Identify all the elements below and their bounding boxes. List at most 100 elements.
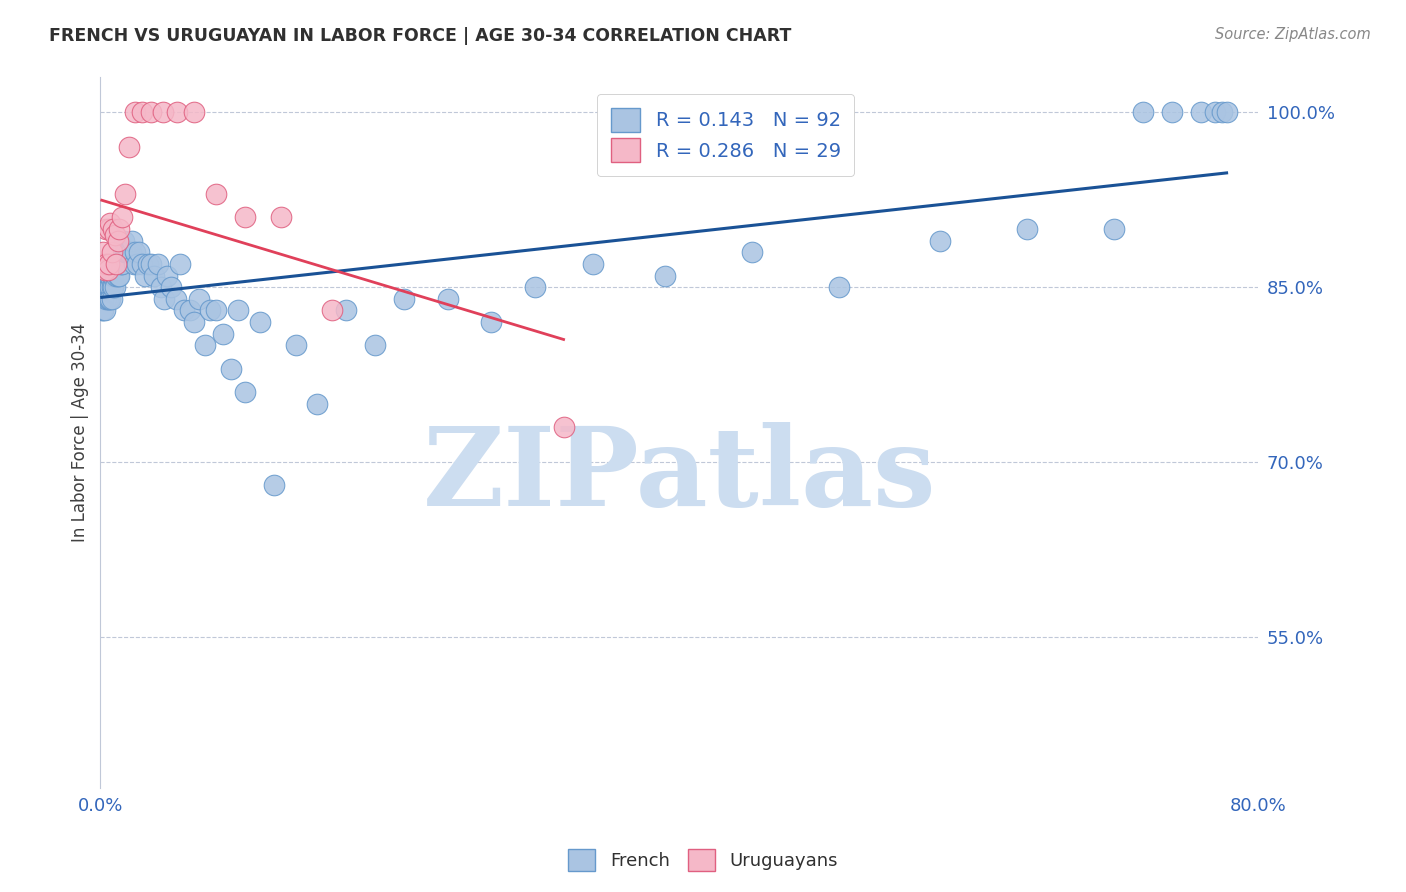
Point bbox=[121, 234, 143, 248]
Point bbox=[139, 105, 162, 120]
Point bbox=[183, 315, 205, 329]
Point bbox=[1132, 105, 1154, 120]
Point bbox=[93, 268, 115, 283]
Point bbox=[1015, 222, 1038, 236]
Point bbox=[101, 280, 124, 294]
Point bbox=[166, 105, 188, 120]
Point bbox=[827, 280, 849, 294]
Point bbox=[94, 222, 117, 236]
Point bbox=[200, 303, 222, 318]
Point bbox=[104, 257, 127, 271]
Point bbox=[111, 211, 134, 225]
Point bbox=[111, 245, 134, 260]
Point bbox=[98, 257, 121, 271]
Point bbox=[173, 303, 195, 318]
Point bbox=[101, 292, 124, 306]
Point bbox=[108, 268, 131, 283]
Text: Source: ZipAtlas.com: Source: ZipAtlas.com bbox=[1215, 27, 1371, 42]
Point bbox=[553, 420, 575, 434]
Point bbox=[233, 385, 256, 400]
Point bbox=[307, 397, 329, 411]
Legend: R = 0.143   N = 92, R = 0.286   N = 29: R = 0.143 N = 92, R = 0.286 N = 29 bbox=[598, 95, 855, 176]
Point bbox=[114, 245, 136, 260]
Point bbox=[104, 280, 127, 294]
Point bbox=[219, 361, 242, 376]
Point bbox=[169, 257, 191, 271]
Point bbox=[152, 105, 174, 120]
Point bbox=[97, 268, 120, 283]
Point bbox=[226, 303, 249, 318]
Point bbox=[160, 280, 183, 294]
Point bbox=[1102, 222, 1125, 236]
Point bbox=[98, 268, 121, 283]
Point bbox=[103, 222, 125, 236]
Text: FRENCH VS URUGUAYAN IN LABOR FORCE | AGE 30-34 CORRELATION CHART: FRENCH VS URUGUAYAN IN LABOR FORCE | AGE… bbox=[49, 27, 792, 45]
Point bbox=[270, 211, 292, 225]
Point bbox=[364, 338, 387, 352]
Point bbox=[436, 292, 458, 306]
Point bbox=[142, 268, 165, 283]
Point bbox=[94, 268, 117, 283]
Point bbox=[212, 326, 235, 341]
Point bbox=[97, 280, 120, 294]
Point bbox=[205, 303, 228, 318]
Point bbox=[97, 292, 120, 306]
Point bbox=[122, 257, 145, 271]
Point bbox=[91, 245, 114, 260]
Point bbox=[136, 257, 159, 271]
Point bbox=[93, 303, 115, 318]
Point bbox=[118, 245, 141, 260]
Point bbox=[479, 315, 502, 329]
Point bbox=[103, 280, 125, 294]
Point bbox=[131, 257, 153, 271]
Point bbox=[321, 303, 343, 318]
Point bbox=[105, 257, 128, 271]
Point bbox=[100, 292, 122, 306]
Point bbox=[90, 257, 112, 271]
Point bbox=[187, 292, 209, 306]
Point bbox=[394, 292, 416, 306]
Point bbox=[205, 186, 228, 201]
Legend: French, Uruguayans: French, Uruguayans bbox=[561, 842, 845, 879]
Point bbox=[125, 257, 148, 271]
Point bbox=[1204, 105, 1226, 120]
Point bbox=[91, 292, 114, 306]
Point bbox=[97, 262, 120, 277]
Point bbox=[148, 257, 170, 271]
Point bbox=[98, 292, 121, 306]
Point bbox=[249, 315, 271, 329]
Point bbox=[104, 227, 127, 242]
Point bbox=[105, 257, 128, 271]
Point bbox=[263, 478, 285, 492]
Point bbox=[165, 292, 187, 306]
Point bbox=[128, 245, 150, 260]
Text: ZIPatlas: ZIPatlas bbox=[423, 422, 936, 529]
Point bbox=[1215, 105, 1237, 120]
Point bbox=[124, 105, 146, 120]
Point bbox=[233, 211, 256, 225]
Point bbox=[104, 268, 127, 283]
Point bbox=[654, 268, 676, 283]
Point bbox=[156, 268, 179, 283]
Point bbox=[114, 186, 136, 201]
Point bbox=[284, 338, 307, 352]
Point bbox=[120, 245, 142, 260]
Point bbox=[117, 245, 139, 260]
Point bbox=[581, 257, 603, 271]
Point bbox=[100, 268, 122, 283]
Point bbox=[183, 105, 205, 120]
Point bbox=[101, 268, 124, 283]
Point bbox=[107, 268, 129, 283]
Point bbox=[1211, 105, 1233, 120]
Point bbox=[91, 303, 114, 318]
Point bbox=[1160, 105, 1182, 120]
Point bbox=[101, 245, 124, 260]
Point bbox=[103, 268, 125, 283]
Point bbox=[108, 257, 131, 271]
Point bbox=[134, 268, 156, 283]
Point bbox=[100, 216, 122, 230]
Point bbox=[110, 257, 132, 271]
Point bbox=[124, 245, 146, 260]
Point bbox=[1189, 105, 1212, 120]
Y-axis label: In Labor Force | Age 30-34: In Labor Force | Age 30-34 bbox=[72, 323, 89, 542]
